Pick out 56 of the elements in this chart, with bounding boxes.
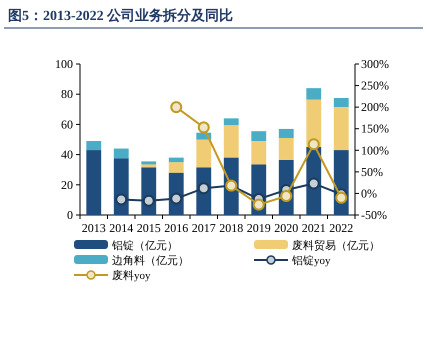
bar: [86, 141, 102, 150]
x-tick-label: 2014: [109, 221, 134, 235]
x-tick-label: 2020: [274, 221, 298, 235]
y2-tick-label: 100%: [361, 143, 389, 158]
legend-label: 边角料（亿元）: [112, 254, 189, 267]
y2-tick-label: 300%: [361, 57, 389, 71]
point: [252, 198, 265, 211]
x-tick-label: 2019: [246, 221, 271, 235]
bar: [141, 164, 156, 168]
point: [335, 192, 348, 204]
x-tick-label: 2017: [192, 221, 216, 235]
legend-label: 废料贸易（亿元）: [292, 239, 380, 252]
x-tick-label: 2018: [219, 221, 244, 235]
point: [308, 178, 320, 190]
point: [308, 138, 320, 150]
bar: [168, 158, 184, 162]
x-tick-label: 2016: [164, 221, 188, 235]
y2-tick-label: 250%: [361, 78, 389, 93]
bar: [141, 161, 156, 164]
bar: [278, 138, 294, 160]
bar: [278, 128, 294, 138]
bar: [196, 140, 212, 168]
point: [198, 121, 210, 134]
bar: [224, 118, 239, 126]
y-tick-label: 100: [55, 57, 73, 71]
point: [170, 101, 182, 114]
point: [280, 190, 292, 202]
bar: [334, 98, 349, 108]
y2-tick-label: 200%: [361, 100, 389, 114]
legend-label: 铝锭yoy: [291, 255, 331, 267]
y-tick-label: 80: [61, 87, 73, 102]
legend-label: 废料yoy: [112, 269, 151, 282]
x-tick-label: 2015: [136, 221, 161, 235]
legend-label: 铝锭（亿元）: [111, 240, 178, 252]
bar: [251, 141, 266, 164]
y2-tick-label: 50%: [361, 164, 383, 179]
y2-tick-label: 150%: [361, 122, 389, 136]
y-tick-label: 40: [61, 148, 73, 162]
bar: [168, 162, 184, 173]
y-tick-label: 60: [61, 117, 73, 132]
bar: [224, 125, 239, 158]
x-tick-label: 2021: [302, 221, 326, 235]
point: [115, 193, 128, 206]
point: [142, 194, 155, 207]
x-tick-label: 2013: [82, 221, 106, 235]
y-tick-label: 0: [67, 208, 73, 222]
y2-tick-label: 0%: [361, 186, 377, 200]
bar: [114, 148, 129, 158]
bar: [334, 107, 349, 150]
bar: [251, 131, 266, 142]
bar: [306, 88, 322, 100]
y2-tick-label: -50%: [361, 208, 387, 222]
bar: [86, 150, 102, 215]
x-tick-label: 2022: [329, 221, 354, 235]
y-tick-label: 20: [61, 178, 73, 192]
chart-title: 图5：2013-2022 公司业务拆分及同比: [8, 8, 234, 24]
